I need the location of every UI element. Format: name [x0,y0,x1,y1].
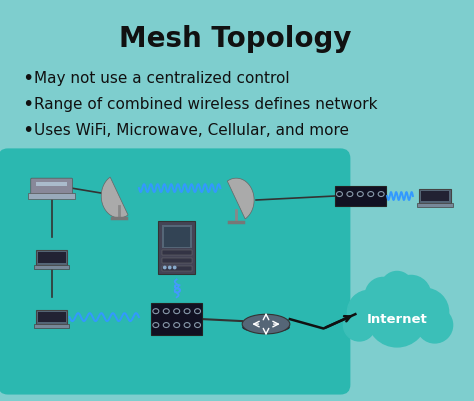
FancyBboxPatch shape [162,225,191,248]
FancyBboxPatch shape [162,250,191,255]
FancyBboxPatch shape [151,303,202,335]
Polygon shape [101,177,128,218]
Circle shape [391,275,431,315]
FancyBboxPatch shape [164,227,190,247]
FancyBboxPatch shape [28,193,75,199]
Text: S: S [172,283,181,296]
Text: May not use a centralized control: May not use a centralized control [34,71,289,86]
Text: •: • [22,121,33,140]
Text: •: • [22,69,33,88]
FancyBboxPatch shape [38,312,65,322]
Text: Internet: Internet [367,313,428,326]
Circle shape [173,266,176,269]
FancyBboxPatch shape [417,203,453,207]
Ellipse shape [242,314,290,334]
Circle shape [401,288,449,336]
Text: Range of combined wireless defines network: Range of combined wireless defines netwo… [34,97,377,112]
FancyBboxPatch shape [158,221,195,274]
FancyBboxPatch shape [34,265,70,269]
FancyBboxPatch shape [162,266,191,271]
FancyBboxPatch shape [38,253,65,263]
Text: Mesh Topology: Mesh Topology [119,25,352,53]
FancyBboxPatch shape [421,191,449,201]
FancyBboxPatch shape [36,182,67,186]
Circle shape [347,290,391,334]
Circle shape [417,307,453,343]
FancyBboxPatch shape [419,189,451,203]
FancyBboxPatch shape [335,186,386,206]
FancyBboxPatch shape [36,251,67,265]
Circle shape [365,277,401,313]
Text: Uses WiFi, Microwave, Cellular, and more: Uses WiFi, Microwave, Cellular, and more [34,123,349,138]
Circle shape [381,271,413,303]
Ellipse shape [242,322,290,333]
Polygon shape [228,178,254,219]
FancyBboxPatch shape [162,258,191,263]
FancyBboxPatch shape [0,148,350,395]
Text: •: • [22,95,33,114]
Circle shape [169,266,171,269]
FancyBboxPatch shape [31,178,73,198]
FancyBboxPatch shape [36,310,67,324]
FancyBboxPatch shape [34,324,70,328]
Circle shape [367,288,427,347]
Circle shape [344,309,375,341]
Circle shape [164,266,166,269]
